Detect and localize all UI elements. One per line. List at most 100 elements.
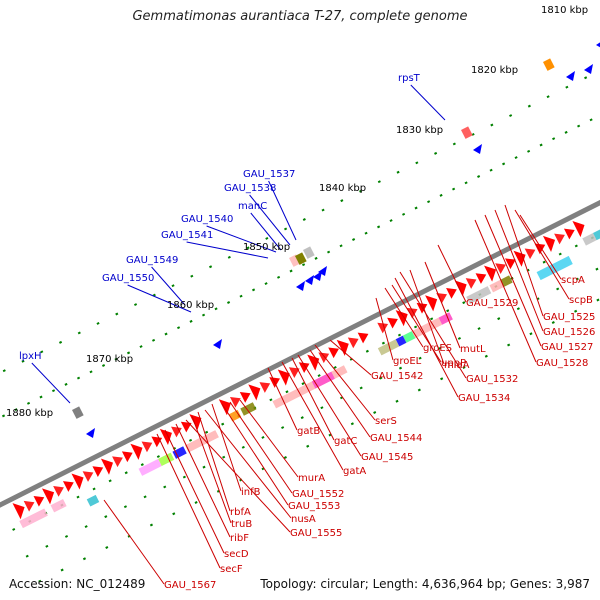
backbone-layer — [0, 199, 600, 508]
gene-label-lower: serS — [375, 416, 397, 427]
feature-block — [395, 335, 407, 347]
ruler-tick — [92, 487, 96, 491]
reverse-gene-arrow — [213, 339, 222, 349]
ruler-tick — [489, 168, 493, 172]
leader-line — [424, 261, 461, 349]
ruler-tick — [124, 471, 128, 475]
ruler-tick — [452, 142, 456, 146]
leader-line — [291, 357, 335, 441]
gene-label-lower: scpB — [569, 295, 593, 306]
gene-label-lower: gatB — [297, 426, 320, 437]
gene-label-upper: lpxH — [19, 351, 42, 362]
ruler-tick — [352, 238, 356, 241]
ruler-tick — [149, 523, 154, 527]
leader-line — [384, 287, 424, 348]
ruler-tick — [417, 388, 421, 392]
leader-line — [249, 194, 291, 246]
gene-label-lower: secF — [220, 564, 243, 575]
ruler-tick — [84, 525, 88, 528]
feature-block — [19, 508, 48, 529]
gene-label-upper: GAU_1541 — [161, 230, 213, 241]
feature-block — [461, 126, 473, 139]
gene-label-upper: rpsT — [398, 73, 421, 84]
ruler-tick — [402, 212, 406, 216]
feature-block — [158, 452, 175, 467]
gene-label-upper: GAU_1549 — [126, 255, 178, 266]
ruler-tick — [12, 527, 16, 531]
ruler-tick — [283, 456, 287, 459]
reverse-gene-arrow — [318, 266, 327, 276]
ruler-tick — [427, 200, 431, 204]
ruler-tick — [514, 156, 518, 160]
ruler-tick — [239, 294, 243, 298]
gene-label-lower: truB — [231, 519, 252, 530]
feature-block — [295, 252, 307, 265]
ruler-tick — [105, 546, 109, 549]
gene-label-lower: scpA — [561, 275, 585, 286]
ruler-tick — [381, 341, 385, 345]
forward-gene-arrow — [159, 428, 172, 445]
ruler-tick — [462, 366, 466, 369]
forward-gene-arrow — [298, 362, 310, 374]
leader-line — [504, 204, 544, 317]
reverse-gene-arrow — [313, 271, 322, 281]
leader-line — [437, 244, 467, 303]
kbp-label: 1810 kbp — [541, 5, 588, 16]
ruler-tick — [302, 218, 306, 221]
gene-label-lower: rbfA — [230, 507, 251, 518]
ruler-tick — [60, 568, 64, 572]
forward-gene-arrow — [277, 369, 290, 386]
ruler-tick — [527, 149, 531, 153]
forward-gene-arrow — [495, 263, 506, 275]
forward-gene-arrow — [288, 367, 300, 378]
forward-gene-arrow — [71, 473, 84, 490]
gene-label-upper: GAU_1550 — [102, 273, 154, 284]
forward-gene-arrow — [542, 235, 556, 252]
kbp-label: 1880 kbp — [6, 408, 53, 419]
ruler-tick — [269, 398, 273, 402]
ruler-tick — [477, 327, 481, 330]
ruler-tick — [396, 170, 400, 174]
leader-line — [197, 411, 231, 512]
gene-label-lower: GAU_1553 — [288, 501, 340, 512]
ruler-tick — [339, 244, 343, 248]
ruler-tick — [140, 463, 144, 467]
leader-line — [206, 225, 277, 253]
leader-line — [391, 284, 442, 363]
gene-label-lower: GAU_1555 — [290, 528, 342, 539]
ruler-tick — [222, 455, 226, 459]
leader-line — [484, 214, 542, 347]
feature-block — [288, 254, 301, 267]
forward-gene-arrow — [248, 384, 261, 401]
ruler-tick — [45, 544, 49, 548]
reverse-gene-arrow — [305, 275, 314, 285]
leader-line — [127, 284, 192, 313]
feature-layer — [12, 42, 600, 529]
ruler-tick — [251, 288, 256, 292]
leader-line — [175, 423, 231, 538]
label-layer: 1810 kbp 1820 kbp 1830 kbp 1840 kbp 1850 kbp… — [6, 5, 595, 591]
kbp-label: 1870 kbp — [86, 354, 133, 365]
ruler-tick — [379, 376, 383, 380]
forward-gene-arrow — [82, 471, 94, 482]
gene-label-lower: GAU_1529 — [466, 298, 518, 309]
ruler-tick — [452, 187, 456, 191]
gene-label-lower: infB — [241, 487, 261, 498]
gene-label-lower: GAU_1532 — [466, 374, 518, 385]
ruler-tick — [39, 395, 43, 399]
feature-block — [138, 458, 162, 476]
ruler-tick — [418, 356, 422, 360]
ruler-tick — [285, 390, 289, 394]
forward-gene-arrow — [121, 451, 133, 463]
gene-label-lower: gatC — [334, 436, 357, 447]
ruler-tick — [302, 263, 306, 267]
gene-label-lower: GAU_1526 — [543, 327, 595, 338]
ruler-tick — [413, 325, 418, 329]
feature-block — [411, 317, 443, 339]
feature-block — [489, 279, 504, 293]
gene-label-lower: secD — [224, 549, 249, 560]
ruler-tick — [2, 369, 6, 373]
ruler-tick — [152, 293, 156, 297]
ruler-tick — [373, 411, 377, 414]
ruler-tick — [398, 366, 403, 370]
